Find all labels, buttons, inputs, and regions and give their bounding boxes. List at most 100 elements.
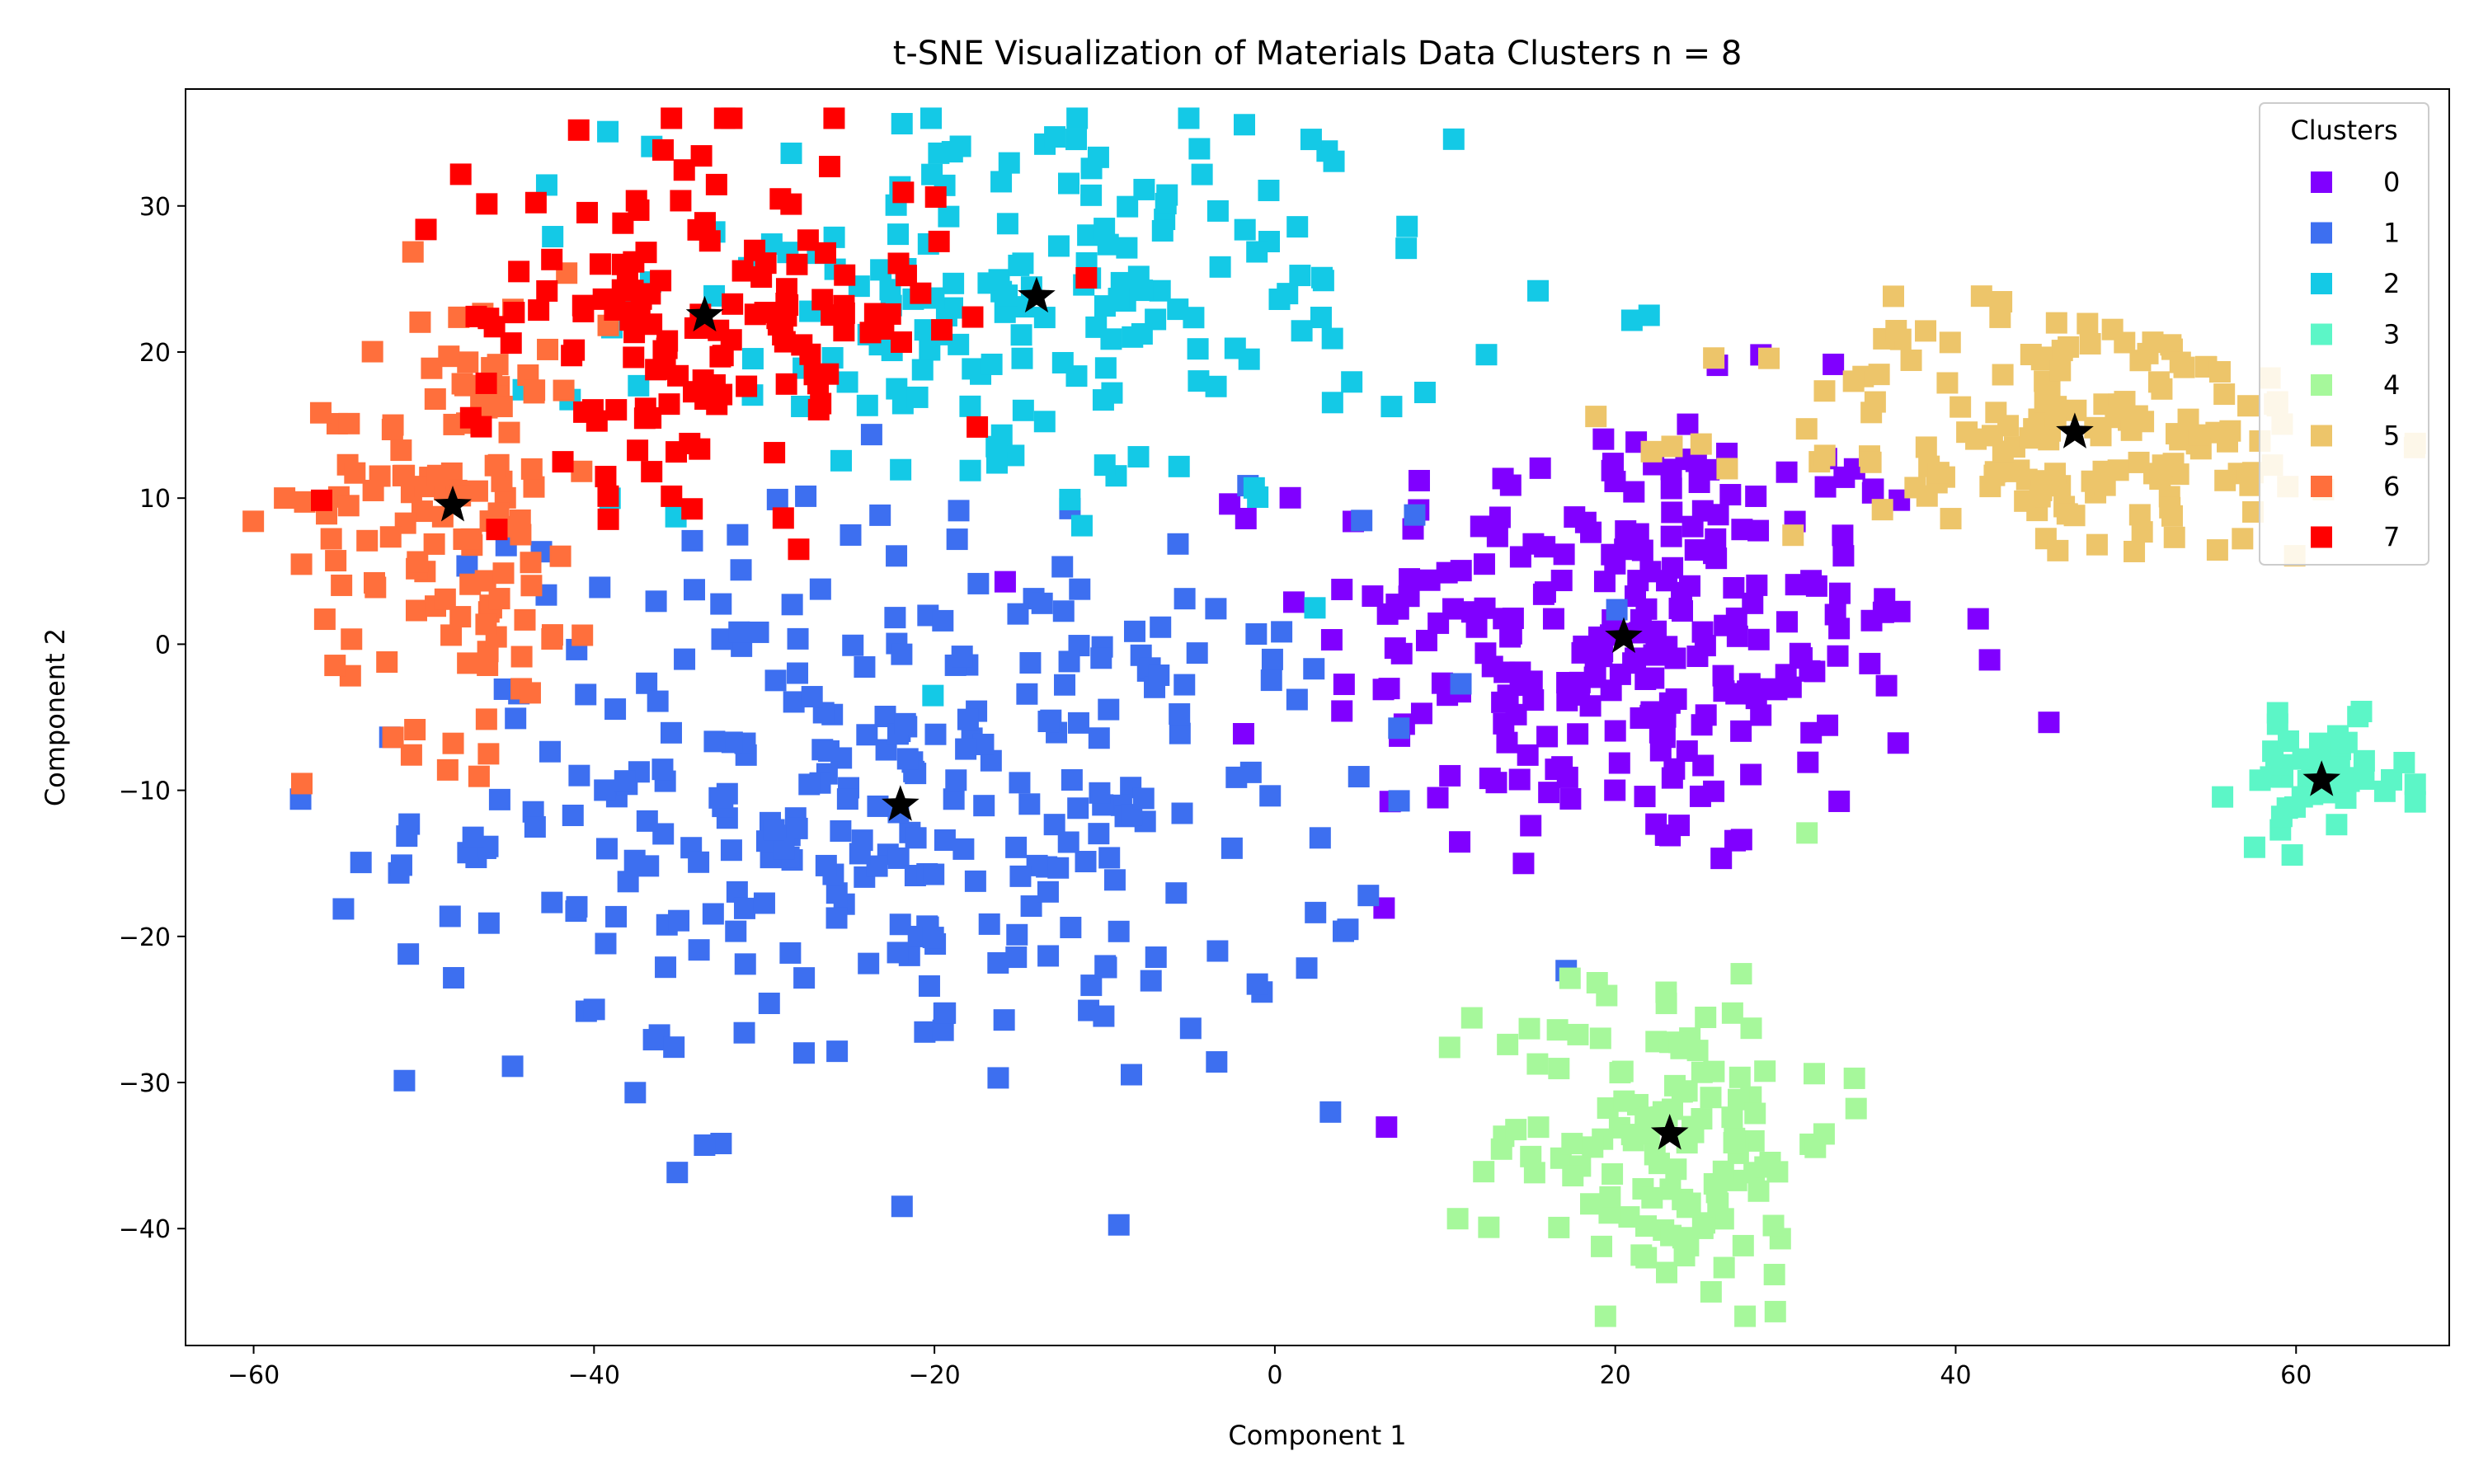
point-cluster-0 (1797, 751, 1819, 773)
point-cluster-0 (1875, 674, 1898, 697)
point-cluster-1 (764, 669, 787, 692)
point-cluster-2 (1033, 307, 1056, 329)
point-cluster-2 (741, 348, 764, 370)
point-cluster-6 (519, 682, 541, 704)
point-cluster-1 (505, 707, 527, 730)
point-cluster-7 (720, 329, 742, 351)
point-cluster-2 (836, 371, 858, 393)
point-cluster-6 (484, 454, 506, 477)
point-cluster-0 (1859, 652, 1881, 674)
point-cluster-4 (1700, 1087, 1722, 1109)
point-cluster-0 (1678, 575, 1700, 597)
point-cluster-4 (1679, 1192, 1701, 1214)
point-cluster-4 (1729, 1066, 1751, 1088)
legend: Clusters 0 1 2 3 4 5 6 7 (2259, 102, 2429, 566)
point-cluster-5 (2149, 468, 2171, 491)
point-cluster-1 (815, 854, 837, 876)
point-cluster-0 (1800, 721, 1823, 744)
point-cluster-0 (1823, 353, 1845, 375)
point-cluster-1 (747, 621, 769, 643)
point-cluster-4 (1527, 1116, 1550, 1139)
point-cluster-5 (2177, 408, 2199, 430)
point-cluster-1 (1031, 592, 1053, 614)
point-cluster-4 (1734, 1305, 1757, 1327)
point-cluster-1 (1351, 510, 1373, 532)
point-cluster-1 (605, 905, 628, 928)
point-cluster-5 (2216, 430, 2238, 453)
point-cluster-5 (1992, 364, 2014, 386)
point-cluster-1 (390, 854, 412, 876)
point-cluster-1 (1348, 766, 1370, 788)
point-cluster-0 (1660, 525, 1682, 547)
point-cluster-6 (405, 599, 427, 622)
point-cluster-5 (1882, 285, 1904, 308)
point-cluster-0 (1785, 574, 1807, 596)
point-cluster-0 (1509, 661, 1531, 683)
point-cluster-4 (1609, 1062, 1631, 1084)
point-cluster-1 (1067, 797, 1089, 819)
point-cluster-1 (562, 805, 584, 827)
point-cluster-1 (987, 951, 1009, 974)
point-cluster-1 (1120, 1064, 1142, 1086)
x-tick-label: −20 (908, 1361, 960, 1390)
point-cluster-0 (1529, 457, 1551, 479)
point-cluster-1 (924, 723, 947, 745)
point-cluster-4 (1762, 1214, 1785, 1237)
point-cluster-2 (1151, 219, 1174, 242)
point-cluster-1 (1018, 793, 1041, 815)
point-cluster-6 (363, 571, 385, 594)
point-cluster-1 (795, 485, 817, 507)
point-cluster-4 (1589, 1027, 1611, 1050)
point-cluster-5 (2163, 526, 2185, 548)
point-cluster-2 (1243, 477, 1265, 499)
legend-label-2: 2 (2383, 268, 2400, 299)
point-cluster-5 (2169, 351, 2191, 373)
point-cluster-0 (1592, 641, 1614, 663)
point-cluster-1 (858, 952, 880, 974)
y-tick-label: 10 (139, 485, 171, 514)
point-cluster-1 (914, 1021, 936, 1043)
point-cluster-0 (1470, 515, 1492, 538)
point-cluster-1 (688, 939, 710, 961)
point-cluster-7 (962, 306, 984, 328)
point-cluster-4 (1446, 1208, 1469, 1230)
point-cluster-2 (1012, 399, 1034, 421)
point-cluster-1 (818, 740, 840, 762)
point-cluster-1 (854, 656, 876, 679)
point-cluster-2 (1206, 200, 1229, 222)
point-cluster-4 (1721, 1002, 1743, 1024)
point-cluster-2 (1209, 256, 1231, 278)
point-cluster-4 (1613, 1090, 1635, 1112)
point-cluster-7 (503, 302, 525, 324)
point-cluster-6 (369, 465, 391, 487)
point-cluster-4 (1730, 963, 1752, 985)
point-cluster-6 (393, 464, 416, 486)
point-cluster-0 (1832, 545, 1855, 567)
point-cluster-6 (426, 464, 449, 486)
point-cluster-7 (483, 316, 506, 338)
legend-swatch-3 (2311, 323, 2332, 345)
point-cluster-1 (809, 578, 831, 600)
point-cluster-6 (541, 627, 563, 650)
point-cluster-3 (2271, 754, 2293, 776)
point-cluster-2 (597, 120, 619, 143)
point-cluster-0 (1465, 616, 1488, 638)
point-cluster-1 (787, 662, 809, 684)
point-cluster-0 (1362, 585, 1384, 608)
point-cluster-5 (1965, 428, 1987, 450)
point-cluster-6 (510, 646, 533, 668)
point-cluster-6 (537, 338, 559, 360)
point-cluster-4 (1744, 1102, 1766, 1125)
point-cluster-5 (2092, 460, 2114, 482)
point-cluster-0 (1703, 780, 1725, 802)
legend-swatch-2 (2311, 273, 2332, 294)
point-cluster-1 (666, 1162, 689, 1184)
point-cluster-6 (313, 608, 336, 631)
x-tick-label: −40 (568, 1361, 620, 1390)
point-cluster-1 (1150, 616, 1172, 638)
point-cluster-3 (2243, 836, 2265, 858)
point-cluster-4 (1639, 1106, 1661, 1129)
point-cluster-5 (1940, 508, 1962, 530)
point-cluster-7 (486, 519, 508, 541)
point-cluster-0 (1705, 547, 1728, 570)
